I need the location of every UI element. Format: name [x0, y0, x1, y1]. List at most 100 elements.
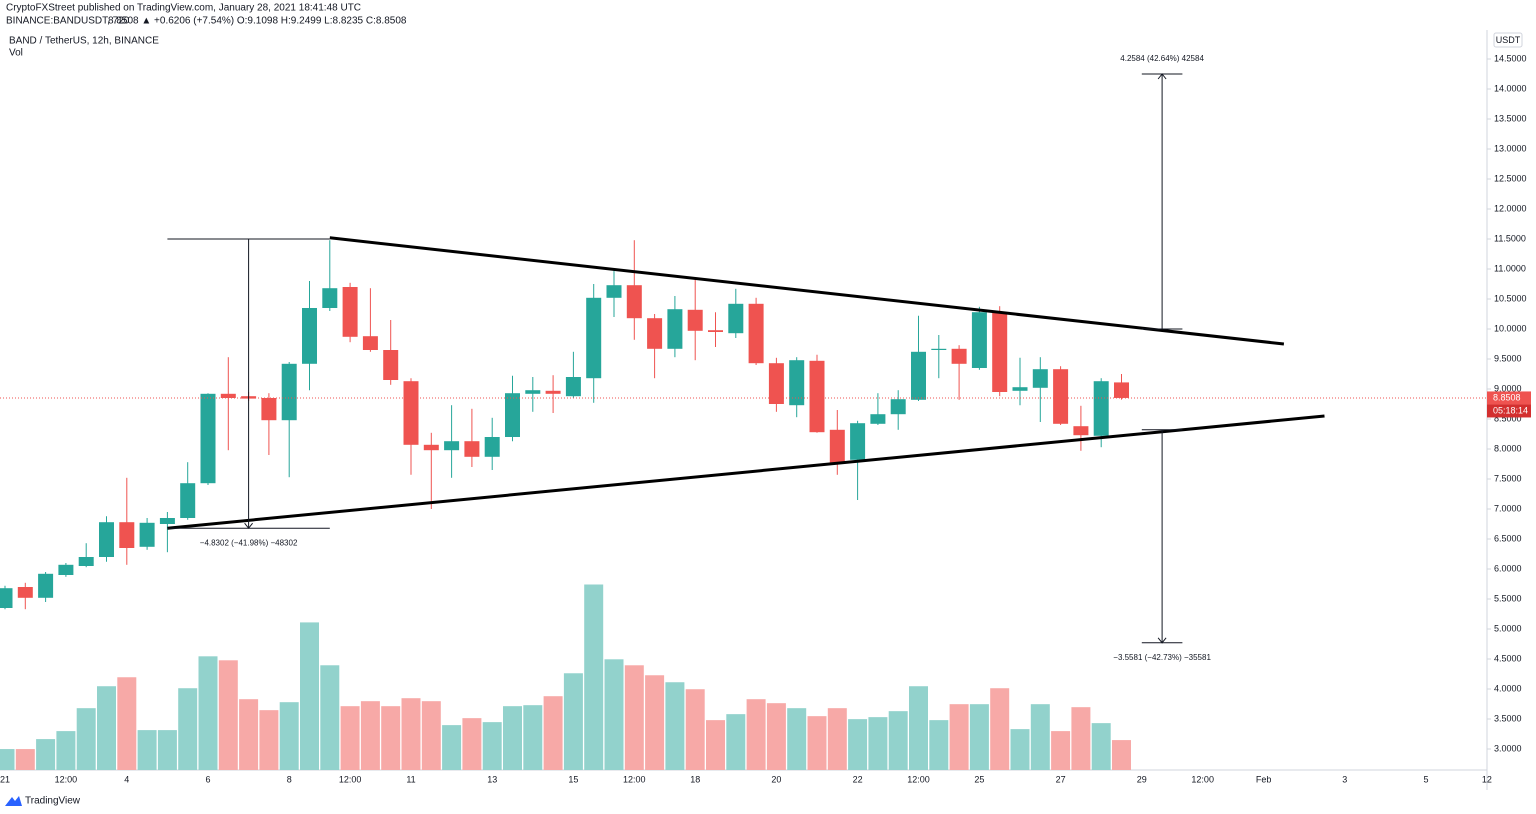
candle-body [525, 390, 541, 394]
x-tick-label: 18 [690, 774, 700, 784]
x-tick-label: Feb [1256, 774, 1272, 784]
candle-body [971, 312, 987, 368]
candle-body [403, 381, 419, 445]
currency-box[interactable] [1493, 32, 1523, 48]
candle-body [261, 398, 277, 421]
y-tick-label: 6.0000 [1494, 563, 1522, 573]
candle-body [200, 393, 216, 484]
volume-bar [909, 686, 928, 770]
y-tick-label: 8.5000 [1494, 413, 1522, 423]
x-tick-label: 21 [0, 774, 10, 784]
candle-body [302, 308, 317, 364]
candle-body [322, 288, 338, 308]
candle-body [38, 573, 54, 598]
candle-body [667, 309, 683, 349]
y-tick-label: 4.5000 [1494, 653, 1522, 663]
quote: 8.8508 ▲ +0.6206 (+7.54%) O:9.1098 H:9.2… [108, 16, 407, 27]
volume-bar [56, 731, 76, 770]
candle-body [931, 348, 947, 350]
x-tick-label: 25 [974, 774, 984, 784]
measure-label: 4.2584 (42.64%) 42584 [1120, 54, 1204, 63]
x-tick-label: 12:00 [1191, 774, 1214, 784]
y-tick-label: 12.0000 [1494, 203, 1527, 213]
candle-body [626, 285, 642, 319]
volume-label: Vol [9, 48, 23, 59]
volume-bar [1010, 729, 1030, 770]
volume-bar [198, 656, 218, 770]
brand: TradingView [25, 796, 81, 807]
y-tick-label: 7.0000 [1494, 503, 1522, 513]
candle-body [951, 348, 967, 364]
candle-body [586, 297, 602, 379]
brand-logo: TradingView [5, 796, 81, 807]
measure-label: −4.8302 (−41.98%) −48302 [200, 538, 298, 547]
volume-bar [563, 673, 583, 770]
volume-bar [827, 708, 847, 770]
volume-bar [239, 699, 259, 770]
volume-bar [279, 702, 299, 770]
y-tick-label: 11.5000 [1494, 233, 1526, 243]
measure-label: −3.5581 (−42.73%) −35581 [1113, 653, 1211, 662]
measure-arrow [1157, 637, 1167, 644]
candle-body [911, 351, 926, 400]
y-tick-label: 5.0000 [1494, 623, 1522, 633]
candle-body [1093, 381, 1109, 436]
volume-bar [259, 710, 279, 770]
volume-bar [421, 701, 441, 770]
y-tick-label: 13.5000 [1494, 113, 1527, 123]
candle-body [362, 336, 378, 350]
x-tick-label: 27 [1056, 774, 1066, 784]
trendline [329, 236, 1285, 346]
volume-bar [97, 686, 116, 770]
candle-body [708, 330, 723, 332]
candle-body [1073, 426, 1089, 436]
volume-bar [157, 730, 177, 770]
candle-body [17, 587, 33, 598]
volume-bar [624, 665, 644, 770]
candle-body [1114, 382, 1129, 398]
x-tick-label: 12:00 [623, 774, 646, 784]
y-tick-label: 12.5000 [1494, 173, 1527, 183]
published-note: CryptoFXStreet published on TradingView.… [6, 3, 361, 14]
volume-bar [848, 719, 868, 770]
volume-bar [665, 682, 685, 770]
countdown: 05:18:14 [1493, 405, 1528, 415]
y-tick-label: 10.5000 [1494, 293, 1527, 303]
volume-bar [787, 708, 807, 770]
volume-bar [76, 708, 96, 770]
candle-body [99, 522, 114, 557]
x-tick-label: 6 [205, 774, 210, 784]
volume-bar [218, 660, 238, 770]
volume-bar [949, 704, 969, 770]
volume-bar [543, 696, 563, 770]
candle-body [829, 429, 845, 463]
candle-body [383, 350, 399, 380]
candle-body [768, 363, 784, 404]
candle-body [505, 393, 520, 437]
volume-bar [726, 714, 746, 770]
volume-bar [969, 704, 989, 770]
candle-body [606, 285, 622, 298]
y-tick-label: 9.5000 [1494, 353, 1522, 363]
candle-body [647, 318, 663, 349]
symbol: BINANCE:BANDUSDT, 720 [6, 16, 130, 27]
candle-body [687, 309, 703, 331]
y-tick-label: 4.0000 [1494, 683, 1522, 693]
x-tick-label: 8 [287, 774, 292, 784]
x-tick-label: 4 [124, 774, 129, 784]
x-tick-label: 22 [853, 774, 863, 784]
measure-arrow [244, 522, 253, 530]
candle-body [180, 483, 196, 518]
currency: USDT [1496, 35, 1521, 45]
volume-bar [990, 688, 1010, 770]
candle-body [1032, 369, 1048, 388]
volume-bar [766, 703, 786, 770]
candle-body [119, 522, 135, 548]
candle-body [281, 363, 297, 421]
volume-bar [178, 688, 198, 770]
candle-body [159, 518, 175, 524]
candle-body [809, 360, 825, 433]
candle-body [728, 303, 744, 334]
countdown-box [1487, 404, 1531, 418]
